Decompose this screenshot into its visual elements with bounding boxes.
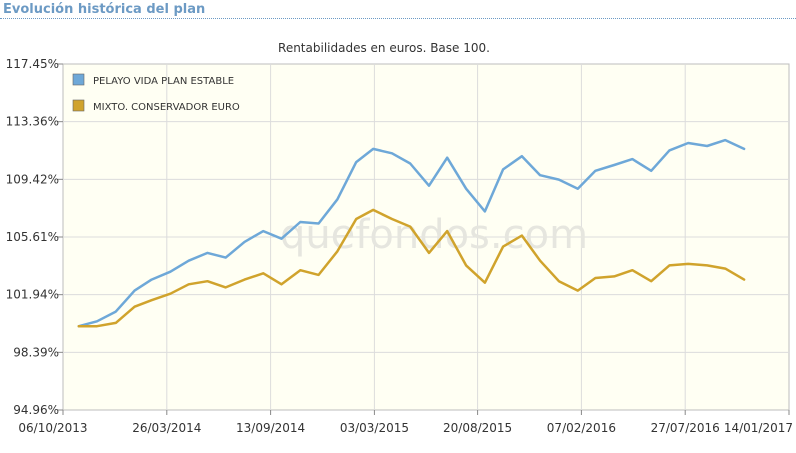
x-tick-label: 03/03/2015 bbox=[340, 421, 409, 435]
y-tick-label: 105.61% bbox=[6, 230, 59, 244]
x-tick-label: 20/08/2015 bbox=[443, 421, 512, 435]
y-tick-label: 101.94% bbox=[6, 288, 59, 302]
grid-layer bbox=[63, 64, 789, 410]
chart-subtitle: Rentabilidades en euros. Base 100. bbox=[278, 41, 490, 55]
legend-label: PELAYO VIDA PLAN ESTABLE bbox=[93, 76, 234, 87]
x-tick-label: 26/03/2014 bbox=[132, 421, 201, 435]
legend-swatch bbox=[72, 99, 85, 112]
x-tick-label: 14/01/2017 bbox=[724, 421, 793, 435]
page-title: Evolución histórica del plan bbox=[3, 2, 206, 17]
watermark-text: quefondos.com bbox=[280, 212, 588, 258]
title-divider bbox=[0, 18, 796, 19]
series-layer bbox=[77, 138, 746, 328]
legend-swatch bbox=[72, 73, 85, 86]
series-line-1 bbox=[77, 138, 746, 328]
y-tick-label: 113.36% bbox=[6, 115, 59, 129]
y-tick-label: 94.96% bbox=[13, 403, 59, 417]
x-tick-label: 06/10/2013 bbox=[18, 421, 87, 435]
x-tick-label: 27/07/2016 bbox=[651, 421, 720, 435]
axis-layer: 117.45% 113.36% 109.42% 105.61% 101.94% 98.39… bbox=[6, 57, 793, 435]
legend: PELAYO VIDA PLAN ESTABLE MIXTO. CONSERVAD… bbox=[72, 73, 240, 113]
legend-label: MIXTO. CONSERVADOR EURO bbox=[93, 102, 240, 113]
y-tick-label: 109.42% bbox=[6, 172, 59, 186]
x-tick-label: 07/02/2016 bbox=[547, 421, 616, 435]
y-tick-label: 98.39% bbox=[13, 345, 59, 359]
y-tick-label: 117.45% bbox=[6, 57, 59, 71]
series-line-2 bbox=[77, 208, 746, 328]
x-tick-label: 13/09/2014 bbox=[236, 421, 305, 435]
